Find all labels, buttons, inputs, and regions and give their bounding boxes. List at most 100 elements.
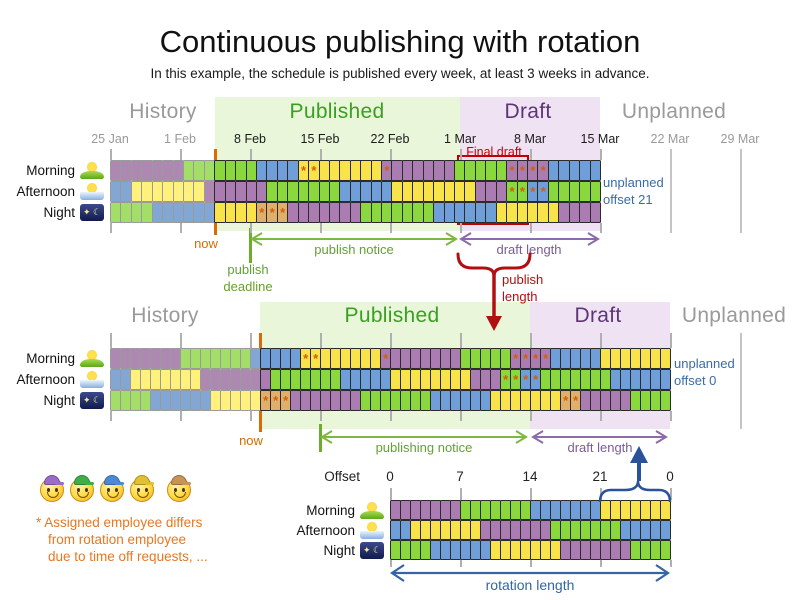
- rotation-week-tick: [390, 488, 392, 500]
- top-published-header: Published: [289, 100, 385, 123]
- middle-week-tick: [110, 411, 112, 421]
- morning-icon: [80, 350, 104, 367]
- middle-week-tick: [670, 333, 672, 348]
- top-week-tick: [390, 223, 392, 233]
- employee-smiley: [70, 475, 94, 502]
- shift-row-title: Morning: [26, 163, 75, 178]
- top-week-tick: [460, 223, 462, 233]
- shift-cell: [660, 348, 672, 369]
- middle-week-tick: [600, 333, 602, 348]
- top-week-tick: [460, 149, 462, 160]
- employee-cap: [104, 475, 124, 485]
- top-unplanned-header: Unplanned: [621, 100, 727, 123]
- middle-week-tick: [180, 411, 182, 421]
- middle-week-tick: [530, 333, 532, 348]
- rotation-week-tick: [600, 560, 602, 567]
- middle-week-tick: [180, 333, 182, 348]
- top-now-label: now: [194, 236, 218, 251]
- final-draft-label: Final draft: [466, 145, 522, 159]
- top-unplanned-offset-label-1: unplanned: [603, 175, 664, 190]
- date-label: 15 Feb: [300, 132, 340, 146]
- night-icon: [80, 204, 104, 221]
- top-week-tick: [390, 149, 392, 160]
- offset-value: 0: [386, 469, 394, 484]
- rotation-week-tick: [460, 488, 462, 500]
- offset-value: 7: [456, 469, 464, 484]
- offset-value: 0: [666, 469, 674, 484]
- middle-row-label-afternoon: Afternoon: [0, 369, 104, 390]
- publishing-notice-label: publishing notice: [375, 440, 473, 455]
- afternoon-icon: [80, 183, 104, 200]
- middle-week-tick: [530, 411, 532, 421]
- night-icon: [80, 392, 104, 409]
- date-label: 22 Mar: [650, 132, 690, 146]
- middle-unplanned-offset-label-2: offset 0: [674, 373, 717, 388]
- top-week-tick: [600, 223, 602, 233]
- middle-week-tick: [110, 333, 112, 348]
- rotation-week-tick: [530, 560, 532, 567]
- top-week-tick: [600, 149, 602, 160]
- shift-cell: [660, 390, 672, 411]
- rotation-row-label-afternoon: Afternoon: [254, 520, 384, 540]
- morning-icon: [360, 501, 384, 519]
- top-week-tick: [110, 223, 112, 233]
- middle-unplanned-offset-label-1: unplanned: [674, 356, 735, 371]
- shift-cell: [589, 181, 602, 202]
- middle-week-tick: [390, 411, 392, 421]
- middle-row-label-night: Night: [0, 390, 104, 411]
- shift-row-title: Afternoon: [16, 372, 75, 387]
- top-week-tick: [250, 149, 252, 160]
- shift-cell: [589, 202, 602, 223]
- rotation-week-tick: [670, 488, 672, 500]
- shift-row-title: Night: [323, 542, 355, 558]
- top-week-tick: [530, 223, 532, 233]
- middle-week-tick: [320, 333, 322, 348]
- rotation-length-label: rotation length: [485, 577, 575, 593]
- top-week-gridline: [740, 149, 742, 233]
- top-row-label-morning: Morning: [0, 160, 104, 181]
- rotation-row-label-morning: Morning: [254, 500, 384, 520]
- footnote-line-1: * Assigned employee differs: [36, 515, 203, 530]
- middle-week-gridline: [740, 333, 742, 429]
- top-week-tick: [530, 149, 532, 160]
- shift-cell: [660, 500, 672, 520]
- offset-value: 21: [592, 469, 608, 484]
- employee-cap: [134, 475, 154, 485]
- employee-smiley: [167, 475, 191, 502]
- date-label: 1 Feb: [164, 132, 196, 146]
- page-title: Continuous publishing with rotation: [159, 24, 641, 59]
- afternoon-icon: [360, 521, 384, 539]
- top-week-tick: [320, 149, 322, 160]
- shift-cell: [660, 369, 672, 390]
- rotation-week-tick: [530, 488, 532, 500]
- middle-published-header: Published: [344, 304, 440, 327]
- shift-cell: [660, 540, 672, 560]
- shift-row-title: Afternoon: [296, 522, 355, 538]
- top-week-gridline: [670, 149, 672, 233]
- top-week-tick: [250, 223, 252, 233]
- middle-week-tick: [460, 411, 462, 421]
- shift-row-title: Morning: [306, 502, 355, 518]
- top-week-tick: [180, 149, 182, 160]
- date-label: 8 Feb: [234, 132, 266, 146]
- middle-week-tick: [320, 411, 322, 421]
- middle-week-tick: [670, 411, 672, 421]
- publish-length-label-2: length: [502, 289, 538, 304]
- offset-value: 14: [522, 469, 538, 484]
- date-label: 25 Jan: [91, 132, 129, 146]
- top-week-tick: [320, 223, 322, 233]
- date-label: 8 Mar: [514, 132, 546, 146]
- middle-week-tick: [600, 411, 602, 421]
- middle-week-tick: [250, 411, 252, 421]
- employee-smiley: [100, 475, 124, 502]
- top-history-header: History: [129, 100, 197, 123]
- rotation-row-label-night: Night: [254, 540, 384, 560]
- employee-cap: [44, 475, 64, 485]
- shift-row-title: Afternoon: [16, 184, 75, 199]
- middle-draft-length-label: draft length: [567, 440, 633, 455]
- middle-week-tick: [390, 333, 392, 348]
- rotation-week-tick: [390, 560, 392, 567]
- top-row-label-afternoon: Afternoon: [0, 181, 104, 202]
- morning-icon: [80, 162, 104, 179]
